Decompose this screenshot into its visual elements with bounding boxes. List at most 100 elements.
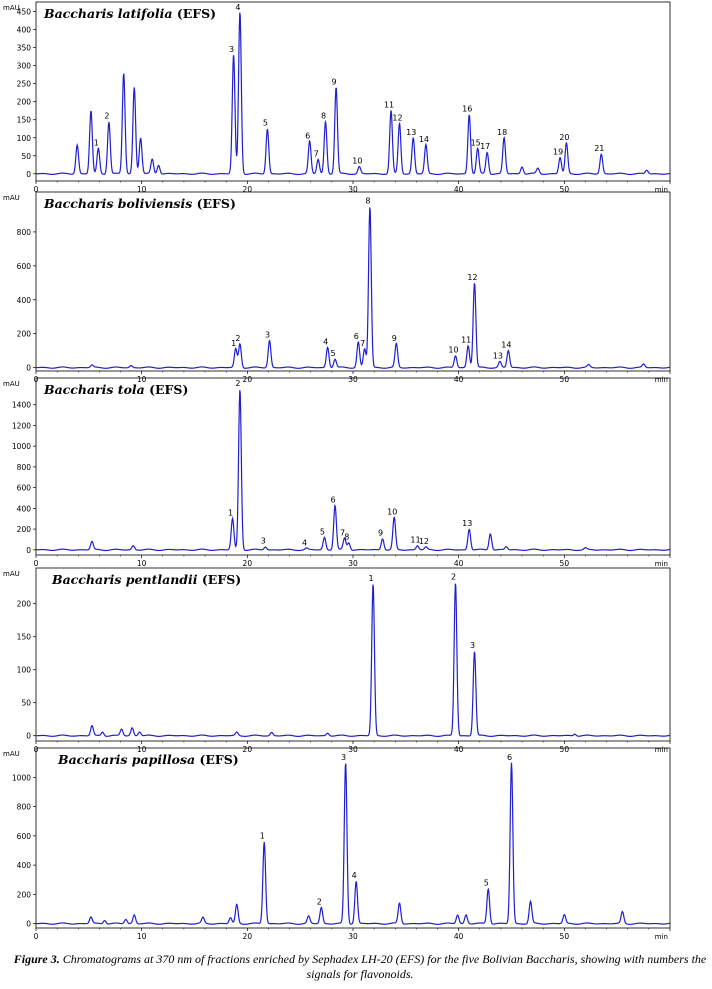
peak-label: 4 — [235, 3, 240, 12]
chromatogram-panel-3: 0 200 400 600 800 1000 1200 1400 mAU 0 10 20 30 40 50 m… — [3, 377, 671, 568]
x-axis-unit: min — [655, 186, 668, 194]
panel-title: Baccharis papillosa (EFS) — [57, 752, 239, 767]
peak-label: 14 — [501, 341, 511, 350]
x-tick-label: 0 — [34, 559, 39, 568]
x-tick-label: 40 — [454, 932, 464, 941]
x-tick-label: 20 — [243, 932, 253, 941]
x-axis-unit: min — [655, 376, 668, 384]
x-axis-unit: min — [655, 560, 668, 568]
y-tick-label: 0 — [26, 546, 31, 555]
y-tick-label: 400 — [17, 861, 32, 870]
x-tick-label: 50 — [560, 375, 570, 384]
peak-label: 10 — [352, 157, 362, 166]
x-tick-label: 20 — [243, 559, 253, 568]
y-tick-label: 450 — [17, 8, 32, 17]
peak-label: 6 — [507, 753, 512, 762]
peak-label: 3 — [470, 641, 475, 650]
y-tick-label: 400 — [17, 26, 32, 35]
y-tick-label: 100 — [17, 134, 32, 143]
peak-label: 16 — [462, 104, 472, 113]
x-tick-label: 40 — [454, 745, 464, 754]
peak-label: 10 — [448, 346, 458, 355]
peak-label: 18 — [497, 128, 507, 137]
peak-label: 5 — [320, 527, 325, 536]
peak-label: 2 — [235, 379, 240, 388]
x-tick-label: 50 — [560, 185, 570, 194]
x-tick-label: 40 — [454, 559, 464, 568]
x-tick-label: 0 — [34, 185, 39, 194]
peak-label: 9 — [332, 77, 337, 86]
x-tick-label: 50 — [560, 745, 570, 754]
peak-label: 3 — [229, 45, 234, 54]
chromatogram-trace — [36, 583, 671, 737]
chromatogram-trace — [36, 762, 671, 925]
peak-label: 9 — [392, 334, 397, 343]
peak-label: 12 — [419, 537, 429, 546]
panel-title: Baccharis latifolia (EFS) — [43, 6, 216, 21]
x-tick-label: 50 — [560, 559, 570, 568]
caption-text: Chromatograms at 370 nm of fractions enr… — [62, 952, 707, 981]
peak-label: 21 — [594, 144, 604, 153]
y-tick-label: 600 — [17, 484, 32, 493]
peak-label: 2 — [235, 334, 240, 343]
peak-label: 15 — [471, 139, 481, 148]
peak-label: 3 — [261, 537, 266, 546]
peak-label: 8 — [344, 533, 349, 542]
y-tick-label: 400 — [17, 504, 32, 513]
y-tick-label: 0 — [26, 732, 31, 741]
peak-label: 6 — [354, 332, 359, 341]
y-tick-label: 200 — [17, 98, 32, 107]
peak-label: 12 — [467, 273, 477, 282]
y-tick-label: 300 — [17, 62, 32, 71]
x-tick-label: 20 — [243, 185, 253, 194]
x-tick-label: 20 — [243, 375, 253, 384]
chromatogram-panel-5: 0 200 400 600 800 1000 mAU 0 10 20 30 40 50 min Baccha… — [3, 747, 671, 941]
y-tick-label: 0 — [26, 920, 31, 929]
x-tick-label: 0 — [34, 932, 39, 941]
y-tick-label: 250 — [17, 80, 32, 89]
y-tick-label: 1000 — [12, 442, 31, 451]
y-tick-label: 50 — [21, 152, 31, 161]
y-tick-label: 350 — [17, 44, 32, 53]
y-tick-label: 150 — [17, 633, 32, 642]
chromatogram-trace — [36, 12, 671, 176]
peak-label: 13 — [493, 352, 503, 361]
x-tick-label: 30 — [348, 185, 358, 194]
y-axis-unit: mAU — [3, 194, 20, 202]
peak-label: 11 — [410, 536, 420, 545]
peak-label: 3 — [341, 753, 346, 762]
x-axis-unit: min — [655, 933, 668, 941]
peak-label: 8 — [321, 112, 326, 121]
x-axis-unit: min — [655, 746, 668, 754]
peak-label: 9 — [378, 528, 383, 537]
peak-label: 4 — [323, 337, 328, 346]
peak-label: 7 — [340, 528, 345, 537]
peak-label: 4 — [302, 538, 307, 547]
y-tick-label: 1000 — [12, 773, 31, 782]
peak-label: 6 — [330, 495, 335, 504]
chromatogram-trace — [36, 390, 671, 552]
y-tick-label: 200 — [17, 330, 32, 339]
caption-prefix: Figure 3. — [13, 952, 60, 966]
y-tick-label: 400 — [17, 296, 32, 305]
x-tick-label: 30 — [348, 932, 358, 941]
y-axis-unit: mAU — [3, 4, 20, 12]
peak-label: 1 — [231, 339, 236, 348]
x-tick-label: 50 — [560, 932, 570, 941]
y-tick-label: 50 — [21, 699, 31, 708]
y-tick-label: 100 — [17, 666, 32, 675]
y-tick-label: 150 — [17, 116, 32, 125]
y-tick-label: 800 — [17, 463, 32, 472]
plot-frame — [35, 191, 671, 372]
peak-label: 13 — [462, 519, 472, 528]
y-axis-unit: mAU — [3, 380, 20, 388]
x-tick-label: 10 — [137, 559, 147, 568]
plot-frame — [35, 377, 671, 556]
peak-label: 1 — [94, 139, 99, 148]
peak-label: 2 — [104, 112, 109, 121]
peak-label: 13 — [406, 128, 416, 137]
peak-label: 7 — [314, 149, 319, 158]
peak-label: 19 — [553, 148, 563, 157]
y-tick-label: 0 — [26, 170, 31, 179]
